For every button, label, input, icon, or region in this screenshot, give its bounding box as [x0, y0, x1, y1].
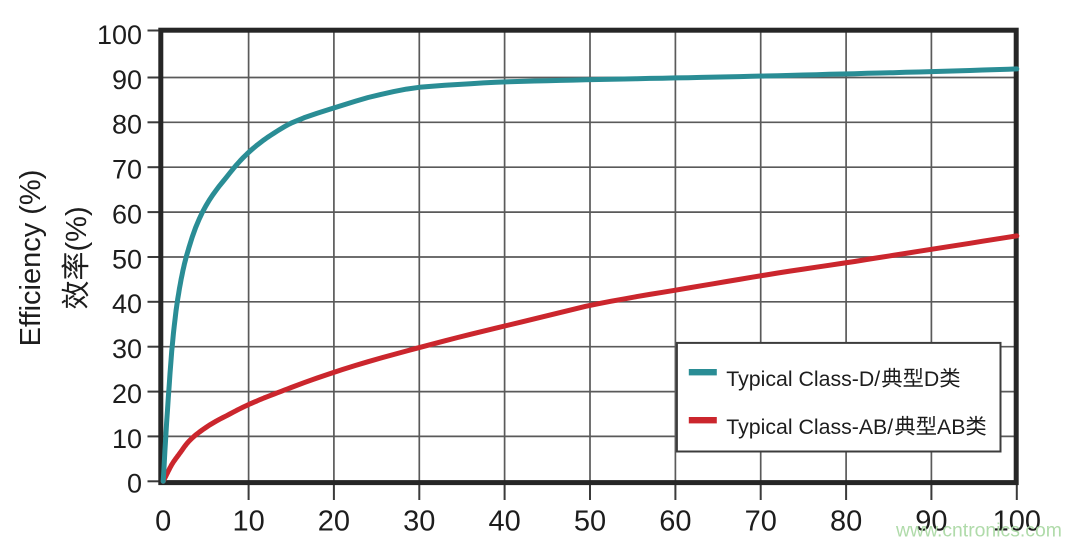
svg-text:10: 10 — [232, 506, 264, 538]
svg-text:60: 60 — [112, 200, 142, 230]
svg-text:D: D — [924, 367, 939, 391]
svg-text:60: 60 — [659, 506, 691, 538]
svg-text:80: 80 — [830, 506, 862, 538]
svg-text:20: 20 — [318, 506, 350, 538]
svg-text:50: 50 — [112, 244, 142, 274]
svg-text:30: 30 — [403, 506, 435, 538]
svg-text:90: 90 — [915, 506, 947, 538]
svg-text:40: 40 — [488, 506, 520, 538]
svg-text:30: 30 — [112, 334, 142, 364]
svg-text:90: 90 — [112, 65, 142, 95]
svg-text:Efficiency (%): Efficiency (%) — [15, 170, 47, 347]
svg-text:AB: AB — [937, 415, 965, 439]
svg-text:100: 100 — [993, 506, 1041, 538]
svg-text:40: 40 — [112, 289, 142, 319]
svg-text:Typical Class-D/: Typical Class-D/ — [726, 367, 880, 391]
svg-text:100: 100 — [97, 20, 142, 50]
svg-text:70: 70 — [112, 155, 142, 185]
svg-text:0: 0 — [127, 469, 142, 499]
svg-text:www.cntronics.com: www.cntronics.com — [895, 520, 1062, 542]
svg-text:70: 70 — [745, 506, 777, 538]
svg-text:Typical Class-AB/: Typical Class-AB/ — [726, 415, 893, 439]
svg-text:10: 10 — [112, 424, 142, 454]
svg-text:(%): (%) — [61, 206, 93, 251]
svg-text:20: 20 — [112, 379, 142, 409]
svg-text:0: 0 — [155, 506, 171, 538]
svg-text:50: 50 — [574, 506, 606, 538]
svg-text:80: 80 — [112, 110, 142, 140]
